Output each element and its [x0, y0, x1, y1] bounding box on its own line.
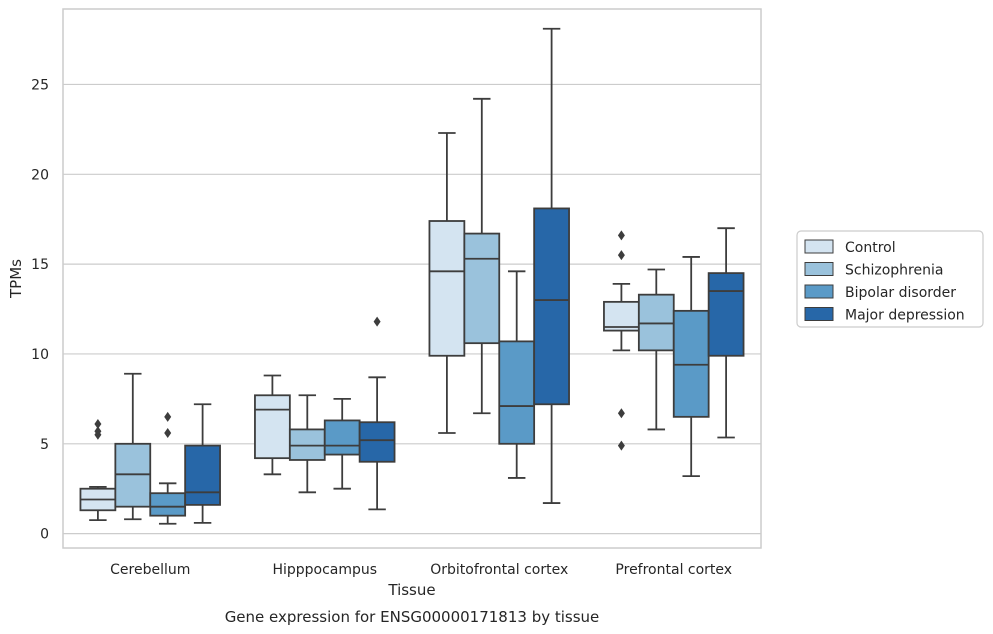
box-body [358, 421, 396, 463]
box-body [707, 272, 745, 357]
y-tick-label: 25 [31, 77, 49, 93]
box-body [254, 394, 291, 460]
box-3-2 [672, 256, 710, 478]
outlier-point [94, 426, 102, 437]
y-axis-label: TPMs [7, 259, 25, 299]
legend-label: Control [845, 240, 896, 256]
x-tick-label: Prefrontal cortex [615, 562, 732, 578]
outlier-point [94, 419, 102, 430]
gridlines [63, 83, 761, 535]
box-1-1 [288, 394, 326, 494]
box-3-1 [637, 268, 675, 431]
outlier-point [617, 230, 625, 241]
legend-swatch [804, 239, 834, 254]
x-axis-label: Tissue [387, 581, 435, 599]
x-axis-ticks: Cerebellum Hipppocampus Orbitofrontal cort… [110, 562, 732, 578]
y-tick-label: 0 [40, 527, 49, 543]
outlier-point [617, 408, 625, 419]
box-3-0 [603, 230, 640, 451]
box-body [533, 207, 570, 406]
box-body [498, 340, 536, 445]
legend-label: Bipolar disorder [845, 285, 956, 301]
legend-swatch [804, 284, 834, 299]
outlier-point [617, 440, 625, 451]
box-body [149, 492, 187, 517]
box-0-1 [114, 372, 152, 521]
plot-frame [62, 8, 762, 549]
x-tick-label: Orbitofrontal cortex [430, 562, 568, 578]
y-tick-label: 5 [40, 437, 49, 453]
box-3-3 [707, 227, 745, 439]
x-tick-label: Hipppocampus [272, 562, 377, 578]
legend: Control Schizophrenia Bipolar disorder Majo… [796, 230, 984, 328]
box-2-3 [533, 27, 570, 504]
legend-frame [796, 230, 984, 328]
box-0-3 [184, 403, 221, 524]
box-2-1 [463, 97, 501, 415]
box-body [323, 419, 361, 456]
y-tick-label: 15 [31, 257, 49, 273]
outlier-point [164, 428, 172, 439]
outlier-point [617, 250, 625, 261]
box-2-2 [498, 270, 536, 479]
box-groups [79, 27, 745, 525]
box-0-0 [79, 419, 117, 522]
y-tick-label: 10 [31, 347, 49, 363]
box-0-2 [149, 411, 187, 525]
box-body [428, 220, 466, 357]
legend-label: Schizophrenia [845, 263, 943, 279]
box-1-0 [254, 374, 291, 476]
legend-swatch [804, 262, 834, 276]
box-1-3 [358, 316, 396, 511]
legend-swatch [804, 307, 834, 321]
box-2-0 [428, 132, 466, 434]
box-1-2 [323, 397, 361, 490]
outlier-point [373, 316, 381, 327]
x-tick-label: Cerebellum [110, 562, 190, 578]
box-body [184, 444, 221, 506]
outlier-point [164, 411, 172, 422]
y-tick-label: 20 [31, 167, 49, 183]
y-axis-ticks: 0 5 10 15 20 25 [31, 77, 49, 542]
legend-label: Major depression [845, 308, 965, 324]
figure-caption: Gene expression for ENSG00000171813 by t… [225, 608, 600, 626]
box-body [463, 232, 501, 345]
